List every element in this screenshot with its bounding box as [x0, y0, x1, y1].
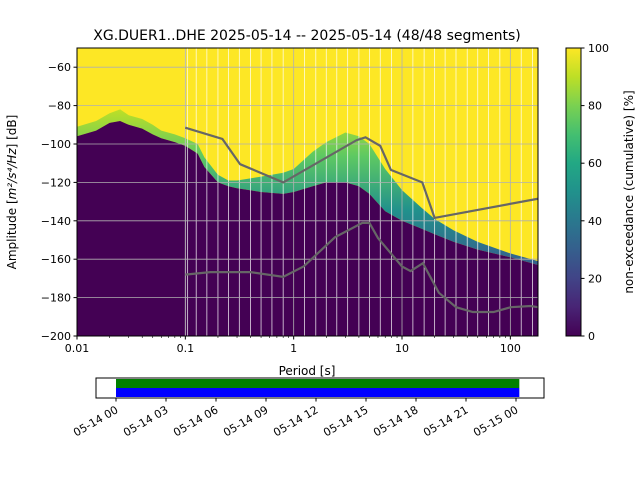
colorbar-axis: 0 20 40 60 80 100	[581, 42, 609, 343]
timeline-tick-label: 05-15 00	[471, 403, 520, 439]
y-tick-label: −180	[41, 292, 71, 305]
period-segment-lines	[184, 48, 533, 336]
psd-low-percentile-region	[77, 121, 538, 336]
x-tick-label: 100	[500, 342, 521, 355]
x-tick-label: 10	[395, 342, 409, 355]
x-tick-label: 0.1	[177, 342, 195, 355]
x-axis: 0.01 0.1 1 10 100	[65, 336, 521, 355]
y-axis-label: Amplitude [m²/s⁴/Hz] [dB]	[5, 115, 19, 270]
grid-lines	[77, 48, 538, 336]
psd-transition-band	[77, 109, 538, 266]
timeline-tick-label: 05-14 18	[371, 403, 420, 439]
timeline-tick-label: 05-14 15	[321, 403, 370, 439]
y-tick-label: −160	[41, 253, 71, 266]
colorbar-tick-label: 20	[588, 272, 602, 285]
timeline-coverage-bottom	[116, 388, 520, 397]
plot-frame	[76, 47, 539, 337]
low-noise-model-line	[185, 221, 538, 314]
chart-title: XG.DUER1..DHE 2025-05-14 -- 2025-05-14 (…	[93, 28, 521, 44]
colorbar-tick-label: 80	[588, 100, 602, 113]
colorbar-tick-label: 60	[588, 157, 602, 170]
noise-model-lines	[184, 126, 538, 314]
y-tick-label: −140	[41, 215, 71, 228]
y-tick-label: −100	[41, 138, 71, 151]
y-axis: −60 −80 −100 −120 −140 −160 −180 −200	[41, 61, 77, 343]
colorbar-tick-label: 100	[588, 42, 609, 55]
y-tick-label: −120	[41, 176, 71, 189]
timeline-tick-label: 05-14 21	[421, 403, 470, 439]
timeline-tick-label: 05-14 00	[71, 403, 120, 439]
colorbar-tick-label: 0	[588, 330, 595, 343]
timeline-axis: 05-14 00 05-14 03 05-14 06 05-14 09 05-14 12…	[71, 398, 521, 439]
x-axis-label: Period [s]	[279, 364, 336, 378]
y-tick-label: −60	[48, 61, 71, 74]
timeline-tick-label: 05-14 12	[271, 403, 320, 439]
x-tick-label: 0.01	[65, 342, 90, 355]
high-noise-model-line	[184, 126, 538, 220]
timeline-coverage-top	[116, 379, 520, 388]
colorbar-tick-label: 40	[588, 215, 602, 228]
timeline-tick-label: 05-14 09	[221, 403, 270, 439]
timeline-coverage	[116, 379, 520, 397]
colorbar-gradient	[565, 47, 582, 337]
timeline-tick-label: 05-14 03	[121, 403, 170, 439]
timeline-tick-label: 05-14 06	[171, 403, 220, 439]
y-tick-label: −80	[48, 100, 71, 113]
y-tick-label: −200	[41, 330, 71, 343]
x-tick-label: 1	[290, 342, 297, 355]
colorbar-label: non-exceedance (cumulative) [%]	[622, 90, 636, 293]
